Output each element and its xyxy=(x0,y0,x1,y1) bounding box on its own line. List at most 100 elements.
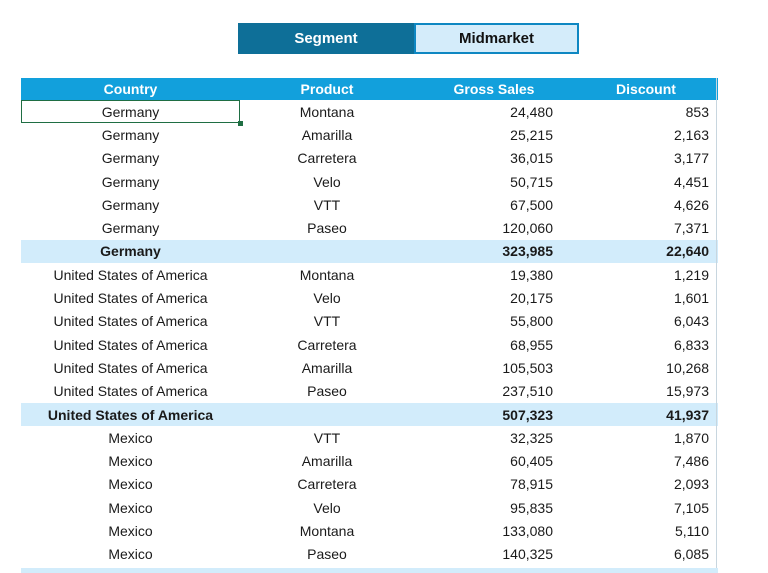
cell-gross-sales[interactable]: 19,380 xyxy=(510,266,553,283)
cell-discount[interactable]: 7,486 xyxy=(673,453,709,470)
cell-product[interactable]: Amarilla xyxy=(301,126,353,143)
cell-gross-sales[interactable]: 140,325 xyxy=(502,546,553,563)
cell-gross-sales[interactable]: 20,175 xyxy=(510,290,553,307)
cell-product[interactable]: Paseo xyxy=(307,546,347,563)
cell-gross-sales[interactable]: 32,325 xyxy=(510,429,553,446)
table-row: Germany Montana 24,480 853 xyxy=(21,100,718,127)
table-body: Germany Montana 24,480 853 Germany Amarilla 25… xyxy=(21,100,718,566)
table-row: Mexico Carretera 78,915 2,093 xyxy=(21,473,718,496)
cell-gross-sales[interactable]: 507,323 xyxy=(502,406,553,423)
cell-country[interactable]: Mexico xyxy=(108,546,153,563)
cell-product[interactable] xyxy=(240,403,414,426)
cell-country[interactable]: Mexico xyxy=(108,429,153,446)
cell-country[interactable]: Mexico xyxy=(108,476,153,493)
cell-product[interactable]: Carretera xyxy=(297,336,357,353)
cell-product[interactable]: Amarilla xyxy=(301,359,353,376)
table-row: Mexico Velo 95,835 7,105 xyxy=(21,496,718,519)
cell-gross-sales[interactable]: 133,080 xyxy=(502,522,553,539)
table-row: Germany Amarilla 25,215 2,163 xyxy=(21,123,718,146)
cell-discount[interactable]: 1,219 xyxy=(673,266,709,283)
cell-discount[interactable]: 6,043 xyxy=(673,313,709,330)
cell-product[interactable]: Paseo xyxy=(307,383,347,400)
cell-country[interactable]: United States of America xyxy=(53,313,208,330)
column-header-gross-sales[interactable]: Gross Sales xyxy=(453,81,535,97)
cell-discount[interactable]: 6,833 xyxy=(673,336,709,353)
cell-country[interactable]: Mexico xyxy=(108,522,153,539)
cell-discount[interactable]: 1,601 xyxy=(673,290,709,307)
cell-gross-sales[interactable]: 95,835 xyxy=(510,499,553,516)
cell-product[interactable]: Montana xyxy=(299,522,355,539)
table-row: United States of America Montana 19,380 1,2… xyxy=(21,263,718,286)
column-header-product[interactable]: Product xyxy=(300,81,354,97)
cell-product[interactable]: Velo xyxy=(313,173,341,190)
cell-gross-sales[interactable]: 50,715 xyxy=(510,173,553,190)
cell-country[interactable]: Germany xyxy=(101,220,160,237)
cell-gross-sales[interactable]: 120,060 xyxy=(502,220,553,237)
cell-product[interactable]: VTT xyxy=(313,196,341,213)
cell-country[interactable]: Germany xyxy=(101,196,160,213)
cell-country[interactable]: United States of America xyxy=(53,383,208,400)
cell-product[interactable]: Amarilla xyxy=(301,453,353,470)
cell-gross-sales[interactable]: 323,985 xyxy=(502,243,553,260)
cell-discount[interactable]: 2,163 xyxy=(673,126,709,143)
cell-discount[interactable]: 3,177 xyxy=(673,150,709,167)
cell-country[interactable]: United States of America xyxy=(47,406,214,423)
cell-country[interactable]: United States of America xyxy=(53,290,208,307)
cell-country[interactable]: Germany xyxy=(101,126,160,143)
cell-country[interactable]: United States of America xyxy=(53,359,208,376)
cell-country[interactable]: Germany xyxy=(21,100,243,127)
cell-gross-sales[interactable]: 68,955 xyxy=(510,336,553,353)
segment-label: Segment xyxy=(238,23,414,54)
cell-discount[interactable]: 41,937 xyxy=(666,406,709,423)
table-row: United States of America Paseo 237,510 15,9… xyxy=(21,380,718,403)
segment-slicer[interactable]: Segment Midmarket xyxy=(238,23,579,54)
cell-discount[interactable]: 4,451 xyxy=(673,173,709,190)
cell-discount[interactable]: 7,105 xyxy=(673,499,709,516)
cell-product[interactable]: Carretera xyxy=(297,476,357,493)
cell-country[interactable]: Mexico xyxy=(108,499,153,516)
table-row: Germany Carretera 36,015 3,177 xyxy=(21,147,718,170)
cell-product[interactable]: Carretera xyxy=(297,150,357,167)
cell-product[interactable]: VTT xyxy=(313,429,341,446)
cell-gross-sales[interactable]: 36,015 xyxy=(510,150,553,167)
cell-country[interactable]: Mexico xyxy=(108,453,153,470)
column-header-discount[interactable]: Discount xyxy=(616,81,676,97)
cell-gross-sales[interactable]: 60,405 xyxy=(510,453,553,470)
cell-discount[interactable]: 4,626 xyxy=(673,196,709,213)
cell-product[interactable]: VTT xyxy=(313,313,341,330)
cell-discount[interactable]: 5,110 xyxy=(675,522,709,539)
segment-value-button[interactable]: Midmarket xyxy=(414,23,579,54)
cell-product[interactable]: Montana xyxy=(299,103,355,120)
cell-product[interactable]: Montana xyxy=(299,266,355,283)
cell-discount[interactable]: 7,371 xyxy=(673,220,709,237)
cell-gross-sales[interactable]: 67,500 xyxy=(510,196,553,213)
cell-gross-sales[interactable]: 105,503 xyxy=(502,359,553,376)
cell-gross-sales[interactable]: 78,915 xyxy=(510,476,553,493)
cell-gross-sales[interactable]: 24,480 xyxy=(510,103,553,120)
cell-gross-sales[interactable]: 25,215 xyxy=(510,126,553,143)
cell-discount[interactable]: 22,640 xyxy=(666,243,709,260)
table-row: Germany VTT 67,500 4,626 xyxy=(21,193,718,216)
cell-gross-sales[interactable]: 55,800 xyxy=(510,313,553,330)
cell-discount[interactable]: 1,870 xyxy=(673,429,709,446)
cell-country[interactable]: Germany xyxy=(100,243,161,260)
cell-country[interactable]: Germany xyxy=(101,173,160,190)
cell-gross-sales[interactable]: 237,510 xyxy=(502,383,553,400)
cell-discount[interactable]: 6,085 xyxy=(673,546,709,563)
cell-product[interactable]: Velo xyxy=(313,290,341,307)
cell-discount[interactable]: 853 xyxy=(685,103,709,120)
column-header-country[interactable]: Country xyxy=(103,81,158,97)
table-row: Mexico Amarilla 60,405 7,486 xyxy=(21,449,718,472)
cell-country[interactable]: United States of America xyxy=(53,336,208,353)
cell-discount[interactable]: 10,268 xyxy=(666,359,709,376)
cell-product[interactable] xyxy=(240,240,414,263)
cell-discount[interactable]: 15,973 xyxy=(666,383,709,400)
cell-product[interactable]: Velo xyxy=(313,499,341,516)
cell-product[interactable]: Paseo xyxy=(307,220,347,237)
table-header-row: Country Product Gross Sales Discount xyxy=(21,78,718,100)
cell-discount[interactable]: 2,093 xyxy=(673,476,709,493)
cell-country[interactable]: Germany xyxy=(101,150,160,167)
cell-country[interactable]: United States of America xyxy=(53,266,208,283)
table-row: United States of America Carretera 68,955 6… xyxy=(21,333,718,356)
pivot-table: Country Product Gross Sales Discount Ger… xyxy=(21,78,718,566)
